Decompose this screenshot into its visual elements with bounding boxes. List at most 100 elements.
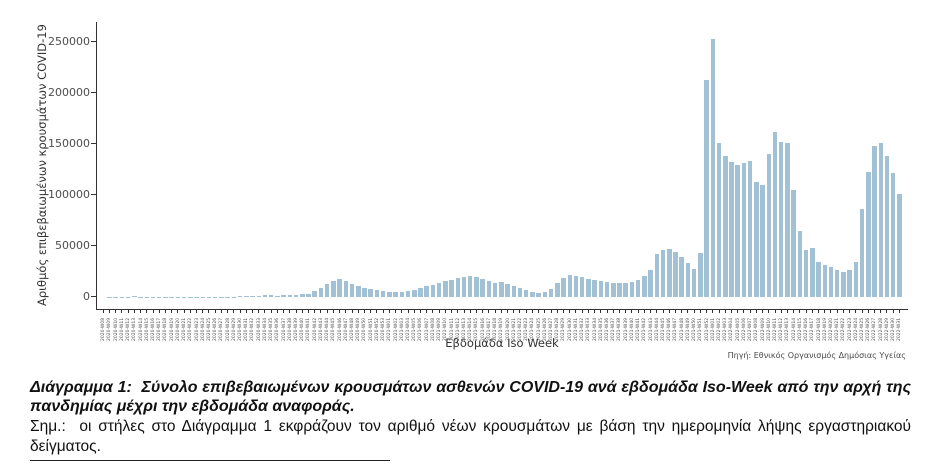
bar-2020-W17 xyxy=(156,296,162,297)
x-tick-label: 2022-W08 xyxy=(754,317,760,341)
figure-note: Σημ.: οι στήλες στο Διάγραμμα 1 εκφράζου… xyxy=(30,417,911,456)
x-tick-label: 2020-W23 xyxy=(194,317,200,341)
x-tick-mark xyxy=(799,310,801,313)
bar-2020-W33 xyxy=(256,295,261,297)
x-tick-mark xyxy=(718,310,720,313)
x-tick-label: 2022-W15 xyxy=(797,317,803,341)
bar-2020-W44 xyxy=(324,283,330,297)
x-tick-label: 2020-W51 xyxy=(368,317,374,341)
x-tick-label: 2021-W09 xyxy=(437,317,443,341)
x-tick-label: 2021-W02 xyxy=(393,317,399,341)
x-tick-label: 2020-W15 xyxy=(144,317,150,341)
bar-2021-W10 xyxy=(443,281,448,297)
x-tick-label: 2021-W13 xyxy=(461,317,467,341)
x-tick-mark xyxy=(500,310,502,313)
x-tick-mark xyxy=(556,310,558,313)
figure-note-text: οι στήλες στο Διάγραμμα 1 εκφράζουν τον … xyxy=(30,418,911,455)
bar-2022-W02 xyxy=(716,142,722,297)
x-tick-mark xyxy=(308,310,309,313)
bar-2021-W36 xyxy=(604,282,610,297)
x-tick-mark xyxy=(587,310,589,313)
bar-2020-W12 xyxy=(125,296,131,297)
x-tick-mark xyxy=(594,310,596,313)
x-tick-mark xyxy=(494,310,496,313)
x-tick-label: 2020-W25 xyxy=(206,317,212,341)
bar-2021-W48 xyxy=(679,257,684,297)
x-tick-mark xyxy=(121,310,123,313)
x-tick-label: 2021-W33 xyxy=(586,317,592,341)
x-tick-label: 2020-W52 xyxy=(374,317,380,341)
x-tick-label: 2021-W37 xyxy=(611,317,617,341)
bar-2021-W09 xyxy=(436,282,442,297)
bar-2021-W22 xyxy=(517,288,523,297)
x-tick-mark xyxy=(569,310,571,313)
x-tick-mark xyxy=(836,310,838,313)
x-tick-label: 2021-W16 xyxy=(480,317,486,341)
x-tick-mark xyxy=(108,310,110,313)
bar-2021-W16 xyxy=(480,278,485,297)
x-tick-mark xyxy=(531,310,533,313)
x-tick-label: 2020-W08 xyxy=(101,317,107,341)
x-tick-mark xyxy=(525,310,527,313)
bar-2021-W21 xyxy=(511,285,517,297)
bar-2020-W27 xyxy=(219,296,224,297)
x-tick-label: 2020-W47 xyxy=(343,317,349,341)
bar-2022-W26 xyxy=(866,171,871,297)
x-tick-label: 2022-W31 xyxy=(897,317,903,341)
x-tick-label: 2022-W18 xyxy=(816,317,822,341)
x-tick-mark xyxy=(513,310,515,313)
bar-2020-W16 xyxy=(150,296,156,297)
x-tick-mark xyxy=(892,310,894,313)
x-tick-label: 2021-W39 xyxy=(623,317,629,341)
x-tick-label: 2021-W52 xyxy=(704,317,710,341)
bar-2021-W41 xyxy=(635,280,641,297)
x-tick-mark xyxy=(786,310,788,313)
bar-2021-W37 xyxy=(611,282,616,297)
x-tick-label: 2020-W43 xyxy=(318,317,324,341)
x-tick-mark xyxy=(370,310,372,313)
x-tick-label: 2021-W26 xyxy=(542,317,548,341)
x-tick-label: 2021-W41 xyxy=(636,317,642,341)
x-tick-label: 2022-W28 xyxy=(878,317,884,341)
x-tick-label: 2021-W21 xyxy=(511,317,517,341)
x-tick-mark xyxy=(301,310,303,313)
x-tick-label: 2020-W11 xyxy=(119,317,125,341)
bar-2021-W23 xyxy=(523,290,529,297)
bar-2021-W42 xyxy=(642,276,647,297)
x-tick-label: 2022-W12 xyxy=(779,317,785,341)
bar-2022-W17 xyxy=(810,248,815,297)
x-tick-mark xyxy=(252,310,254,313)
bar-2020-W40 xyxy=(300,294,305,297)
x-tick-mark xyxy=(575,310,577,313)
x-tick-mark xyxy=(289,310,291,313)
x-tick-label: 2020-W10 xyxy=(113,317,119,341)
x-tick-label: 2020-W29 xyxy=(231,317,237,341)
bar-2020-W42 xyxy=(312,291,317,297)
bar-2021-W34 xyxy=(592,279,597,297)
x-tick-mark xyxy=(830,310,832,313)
figure-note-label: Σημ.: xyxy=(30,418,66,435)
x-tick-label: 2021-W47 xyxy=(673,317,679,341)
x-tick-mark xyxy=(699,310,701,313)
bar-2021-W25 xyxy=(536,292,541,297)
x-tick-label: 2020-W27 xyxy=(219,317,225,341)
y-tick-label: 100000 xyxy=(48,187,90,201)
bar-2020-W38 xyxy=(287,295,293,297)
bar-2020-W36 xyxy=(275,295,280,297)
x-axis-line xyxy=(96,309,908,310)
bar-2020-W31 xyxy=(244,295,249,297)
x-tick-label: 2021-W17 xyxy=(486,317,492,341)
x-tick-label: 2022-W26 xyxy=(866,317,872,341)
bar-2021-W12 xyxy=(455,278,461,297)
x-tick-label: 2022-W17 xyxy=(810,317,816,341)
bar-2021-W31 xyxy=(573,275,579,297)
x-tick-mark xyxy=(749,310,751,313)
bar-2021-W47 xyxy=(673,252,678,297)
x-tick-mark xyxy=(774,310,776,313)
x-tick-label: 2022-W20 xyxy=(828,317,834,341)
x-tick-mark xyxy=(637,310,639,313)
x-tick-label: 2021-W11 xyxy=(449,317,455,341)
x-tick-mark xyxy=(183,310,185,313)
x-tick-label: 2020-W53 xyxy=(381,317,387,341)
x-tick-mark xyxy=(382,310,384,313)
